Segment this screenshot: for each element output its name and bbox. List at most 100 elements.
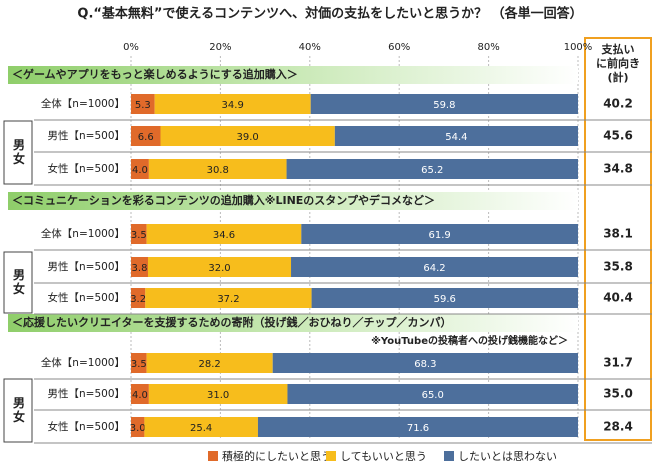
y-tick-label: 全体【n=1000】 (41, 97, 125, 110)
data-label: 3.2 (130, 294, 146, 305)
data-label: 71.6 (407, 423, 429, 434)
total-label: 35.0 (603, 387, 633, 401)
data-label: 31.0 (207, 390, 229, 401)
totals-header: 支払い (601, 42, 635, 56)
bar-segment (301, 224, 578, 244)
y-tick-label: 女性【n=500】 (48, 420, 126, 433)
data-label: 68.3 (414, 359, 436, 370)
x-tick-label: 60% (388, 42, 410, 53)
legend-label: 積極的にしたいと思う (222, 449, 332, 463)
bar-segment (131, 384, 149, 404)
bar-segment (131, 94, 155, 114)
x-tick-label: 40% (299, 42, 321, 53)
gender-box (3, 251, 33, 314)
bar-segment (144, 417, 258, 437)
data-label: 30.8 (207, 165, 229, 176)
bar-segment (311, 288, 578, 308)
gender-box (3, 378, 33, 443)
section-band (8, 192, 578, 210)
bar-segment (131, 353, 147, 373)
x-tick-label: 100% (564, 42, 593, 53)
bar-segment (291, 257, 578, 277)
data-label: 34.9 (222, 100, 244, 111)
data-label: 65.0 (422, 390, 444, 401)
section-title: ＜コミュニケーションを彩るコンテンツの追加購入※LINEのスタンプやデコメなど＞ (12, 193, 435, 207)
total-label: 28.4 (603, 420, 633, 434)
x-tick-label: 20% (209, 42, 231, 53)
total-label: 40.2 (603, 97, 633, 111)
bar-segment (146, 224, 302, 244)
y-tick-label: 全体【n=1000】 (41, 356, 125, 369)
legend-label: したいとは思わない (458, 450, 557, 463)
bar-segment (148, 159, 287, 179)
section-band (8, 66, 578, 84)
data-label: 65.2 (421, 165, 443, 176)
data-label: 37.2 (217, 294, 239, 305)
data-label: 3.5 (131, 359, 147, 370)
section-title: ＜ゲームやアプリをもっと楽しめるようにする追加購入＞ (12, 67, 298, 81)
totals-box (584, 37, 652, 441)
data-label: 28.2 (199, 359, 221, 370)
data-label: 39.0 (237, 132, 259, 143)
total-label: 31.7 (603, 356, 633, 370)
bar-segment (145, 288, 312, 308)
y-tick-label: 女性【n=500】 (48, 162, 126, 175)
data-label: 5.3 (135, 100, 151, 111)
bar-segment (147, 257, 292, 277)
data-label: 3.8 (132, 263, 148, 274)
data-label: 6.6 (138, 132, 154, 143)
bar-segment (286, 159, 578, 179)
legend-swatch (444, 451, 454, 461)
y-tick-label: 男性【n=500】 (48, 129, 126, 142)
bar-segment (131, 288, 146, 308)
y-tick-label: 男性【n=500】 (48, 260, 126, 273)
bar-segment (131, 224, 147, 244)
y-tick-label: 全体【n=1000】 (41, 227, 125, 240)
data-label: 4.0 (132, 165, 148, 176)
bar-segment (148, 384, 288, 404)
data-label: 61.9 (429, 230, 451, 241)
data-label: 59.6 (434, 294, 456, 305)
legend-swatch (208, 451, 218, 461)
bar-segment (272, 353, 578, 373)
total-label: 40.4 (603, 291, 633, 305)
legend-swatch (326, 451, 336, 461)
data-label: 25.4 (190, 423, 212, 434)
total-label: 35.8 (603, 260, 633, 274)
section-band (8, 314, 578, 332)
totals-header: (計) (607, 70, 628, 84)
data-label: 32.0 (208, 263, 230, 274)
bar-segment (287, 384, 578, 404)
gender-label: 男女 (12, 396, 26, 424)
bar-segment (257, 417, 578, 437)
data-label: 59.8 (433, 100, 455, 111)
total-label: 34.8 (603, 162, 633, 176)
bar-segment (131, 126, 161, 146)
total-label: 45.6 (603, 129, 633, 143)
data-label: 3.0 (130, 423, 146, 434)
total-label: 38.1 (603, 227, 633, 241)
chart-title: Q.“基本無料”で使えるコンテンツへ、対価の支払をしたいと思うか？ （各単一回答… (77, 6, 582, 22)
bar-segment (146, 353, 273, 373)
y-tick-label: 女性【n=500】 (48, 291, 126, 304)
data-label: 3.5 (131, 230, 147, 241)
data-label: 4.0 (132, 390, 148, 401)
section-title: ＜応援したいクリエイターを支援するための寄附（投げ銭／おひねり／チップ／カンパ） (12, 315, 452, 329)
bar-segment (310, 94, 578, 114)
data-label: 54.4 (445, 132, 467, 143)
gender-box (3, 120, 33, 185)
x-tick-label: 80% (477, 42, 499, 53)
x-tick-label: 0% (123, 42, 139, 53)
y-tick-label: 男性【n=500】 (48, 387, 126, 400)
bar-segment (131, 417, 145, 437)
bar-segment (160, 126, 335, 146)
bar-segment (131, 257, 148, 277)
totals-header: に前向き (596, 56, 640, 70)
section-note: ※YouTubeの投稿者への投げ銭機能など＞ (371, 334, 568, 347)
legend-label: してもいいと思う (340, 450, 427, 463)
gender-label: 男女 (12, 138, 26, 166)
gender-label: 男女 (12, 268, 26, 296)
bar-segment (131, 159, 149, 179)
data-label: 64.2 (423, 263, 445, 274)
